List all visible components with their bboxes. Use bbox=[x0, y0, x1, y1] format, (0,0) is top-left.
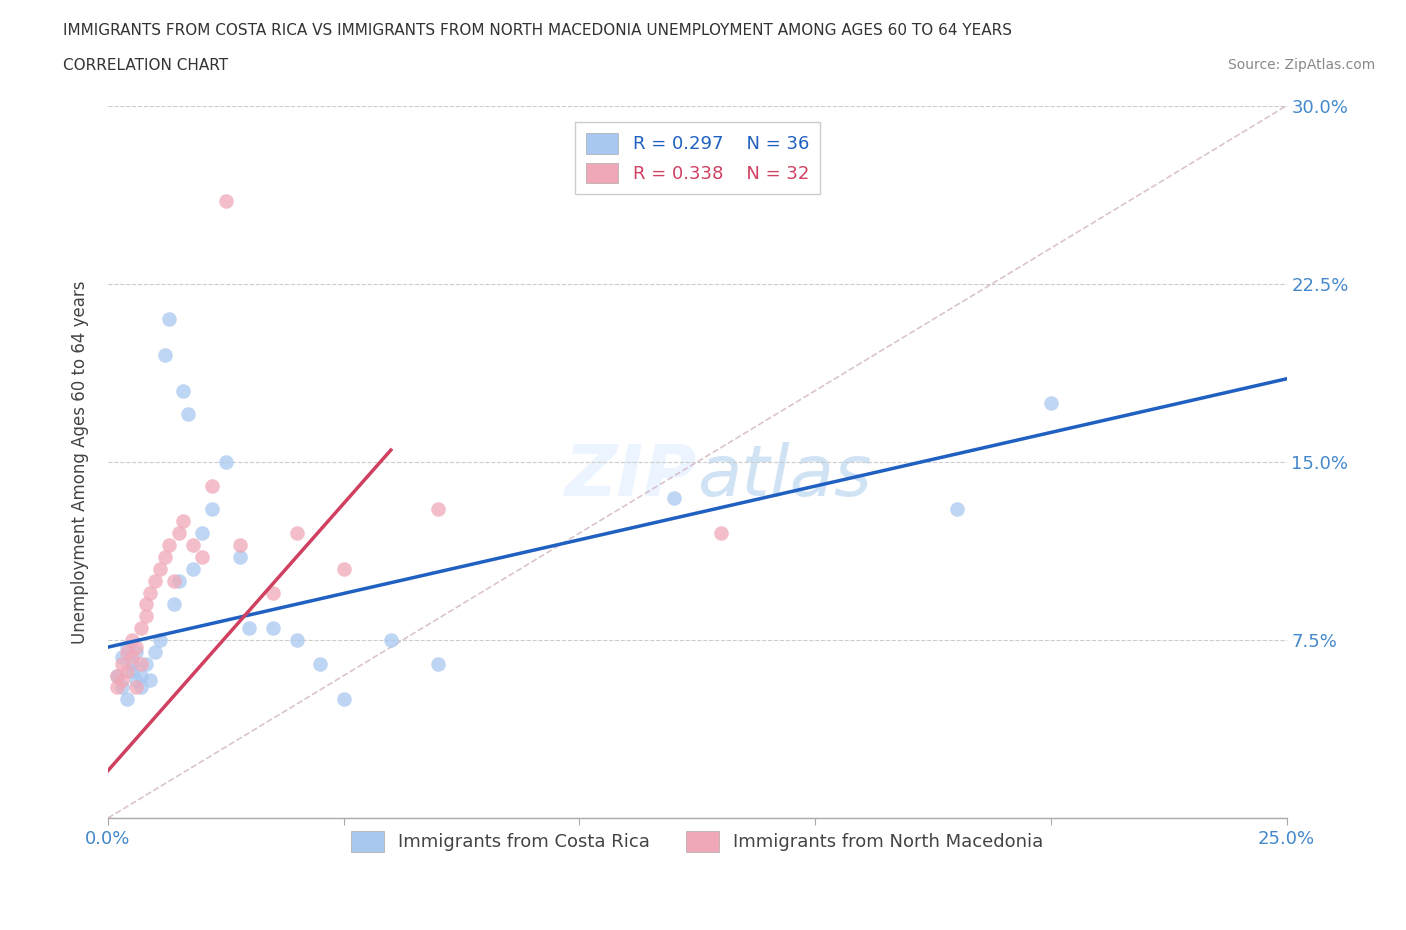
Point bbox=[121, 657, 143, 671]
Point bbox=[177, 407, 200, 422]
Point bbox=[163, 573, 186, 588]
Y-axis label: Unemployment Among Ages 60 to 64 years: Unemployment Among Ages 60 to 64 years bbox=[72, 280, 89, 644]
Point bbox=[121, 663, 143, 678]
Point bbox=[115, 640, 138, 655]
Point bbox=[172, 514, 194, 529]
Point bbox=[238, 620, 260, 635]
Point bbox=[107, 668, 129, 683]
Point bbox=[262, 585, 284, 600]
Point bbox=[111, 673, 134, 688]
Point bbox=[380, 632, 402, 647]
Point bbox=[125, 640, 148, 655]
Point bbox=[181, 562, 204, 577]
Point bbox=[121, 632, 143, 647]
Point bbox=[427, 657, 450, 671]
Legend: Immigrants from Costa Rica, Immigrants from North Macedonia: Immigrants from Costa Rica, Immigrants f… bbox=[344, 824, 1050, 859]
Point bbox=[163, 597, 186, 612]
Point bbox=[191, 525, 214, 540]
Point bbox=[285, 525, 308, 540]
Point bbox=[135, 609, 157, 624]
Point bbox=[107, 680, 129, 695]
Point bbox=[157, 538, 180, 552]
Point bbox=[1039, 395, 1062, 410]
Point bbox=[129, 668, 152, 683]
Point bbox=[115, 644, 138, 659]
Point bbox=[167, 525, 190, 540]
Point bbox=[285, 632, 308, 647]
Point bbox=[332, 562, 354, 577]
Point bbox=[135, 657, 157, 671]
Point bbox=[309, 657, 332, 671]
Point bbox=[111, 657, 134, 671]
Text: atlas: atlas bbox=[697, 442, 872, 511]
Point bbox=[129, 657, 152, 671]
Point bbox=[201, 478, 224, 493]
Point bbox=[143, 644, 166, 659]
Point bbox=[172, 383, 194, 398]
Point bbox=[115, 692, 138, 707]
Point bbox=[125, 673, 148, 688]
Point bbox=[262, 620, 284, 635]
Text: ZIP: ZIP bbox=[565, 442, 697, 511]
Text: IMMIGRANTS FROM COSTA RICA VS IMMIGRANTS FROM NORTH MACEDONIA UNEMPLOYMENT AMONG: IMMIGRANTS FROM COSTA RICA VS IMMIGRANTS… bbox=[63, 23, 1012, 38]
Point bbox=[111, 649, 134, 664]
Point bbox=[229, 538, 252, 552]
Point bbox=[332, 692, 354, 707]
Point bbox=[229, 550, 252, 565]
Point bbox=[149, 632, 172, 647]
Point bbox=[121, 649, 143, 664]
Point bbox=[153, 348, 176, 363]
Point bbox=[125, 644, 148, 659]
Point bbox=[662, 490, 685, 505]
Point bbox=[129, 620, 152, 635]
Text: CORRELATION CHART: CORRELATION CHART bbox=[63, 58, 228, 73]
Point bbox=[115, 663, 138, 678]
Point bbox=[125, 680, 148, 695]
Point bbox=[167, 573, 190, 588]
Point bbox=[427, 502, 450, 517]
Point bbox=[710, 525, 733, 540]
Point bbox=[129, 680, 152, 695]
Point bbox=[139, 585, 162, 600]
Point bbox=[143, 573, 166, 588]
Point bbox=[153, 550, 176, 565]
Point bbox=[945, 502, 967, 517]
Point bbox=[201, 502, 224, 517]
Point bbox=[149, 562, 172, 577]
Point bbox=[191, 550, 214, 565]
Point bbox=[157, 312, 180, 326]
Point bbox=[139, 673, 162, 688]
Point bbox=[215, 455, 238, 470]
Point bbox=[181, 538, 204, 552]
Point bbox=[135, 597, 157, 612]
Point bbox=[215, 193, 238, 208]
Text: Source: ZipAtlas.com: Source: ZipAtlas.com bbox=[1227, 58, 1375, 72]
Point bbox=[107, 668, 129, 683]
Point bbox=[111, 680, 134, 695]
